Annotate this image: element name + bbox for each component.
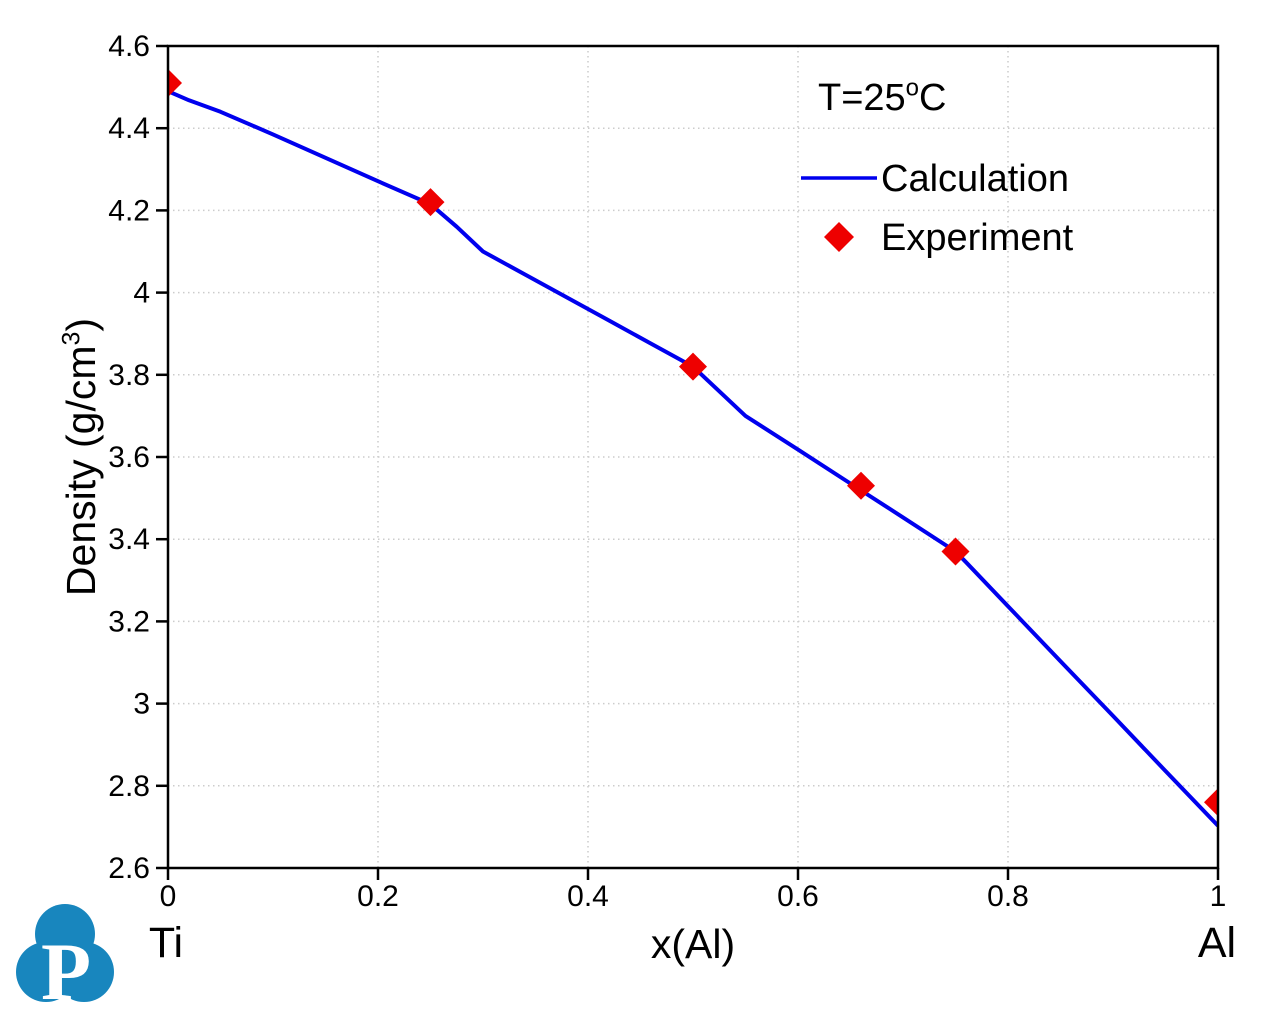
logo-center-fill: [46, 934, 84, 972]
experiment-point: [941, 537, 970, 566]
y-tick-label: 3: [133, 688, 150, 721]
experiment-point: [679, 352, 707, 381]
y-tick-label: 4.6: [108, 30, 150, 63]
x-tick-label: 1: [1210, 880, 1227, 913]
axis-ticks: [156, 44, 1220, 880]
calculation-line: [167, 89, 1219, 828]
gridlines: [168, 46, 1218, 868]
y-tick-label: 4.4: [108, 112, 150, 145]
x-tick-label: 0.2: [357, 880, 399, 913]
y-tick-label: 2.8: [108, 770, 150, 803]
y-tick-label: 4: [133, 277, 150, 310]
y-tick-label: 2.6: [108, 852, 150, 885]
x-end-label-ti: Ti: [149, 919, 183, 967]
y-tick-label: 3.2: [108, 605, 150, 638]
experiment-point: [847, 471, 875, 500]
y-tick-label: 3.6: [108, 441, 150, 474]
x-tick-label: 0.4: [567, 880, 609, 913]
y-tick-label: 3.4: [108, 523, 150, 556]
x-end-label-al: Al: [1198, 919, 1236, 967]
y-tick-label: 4.2: [108, 194, 150, 227]
x-tick-label: 0.6: [777, 880, 819, 913]
y-axis-title: Density (g/cm3): [57, 318, 104, 596]
experiment-point: [167, 68, 182, 97]
experiment-point: [416, 188, 445, 217]
experiment-point: [1204, 788, 1219, 817]
axis-labels: 0 0.2 0.4 0.6 0.8 1 2.6 2.8 3 3.2 3.4 3.6 3.8 4 4.2 4.4…: [57, 30, 1236, 967]
legend-label-experiment: Experiment: [881, 217, 1074, 259]
x-tick-label: 0: [160, 880, 177, 913]
legend: T=25oC Calculation Experiment: [801, 75, 1074, 259]
logo-letter: P: [41, 926, 91, 1017]
legend-diamond-icon: [824, 222, 854, 252]
temperature-annotation: T=25oC: [818, 75, 946, 119]
legend-label-calculation: Calculation: [881, 158, 1069, 200]
data-series: [167, 68, 1219, 828]
pandat-logo: P: [16, 904, 114, 1017]
x-axis-title: x(Al): [651, 921, 735, 967]
y-tick-label: 3.8: [108, 359, 150, 392]
x-tick-label: 0.8: [987, 880, 1029, 913]
